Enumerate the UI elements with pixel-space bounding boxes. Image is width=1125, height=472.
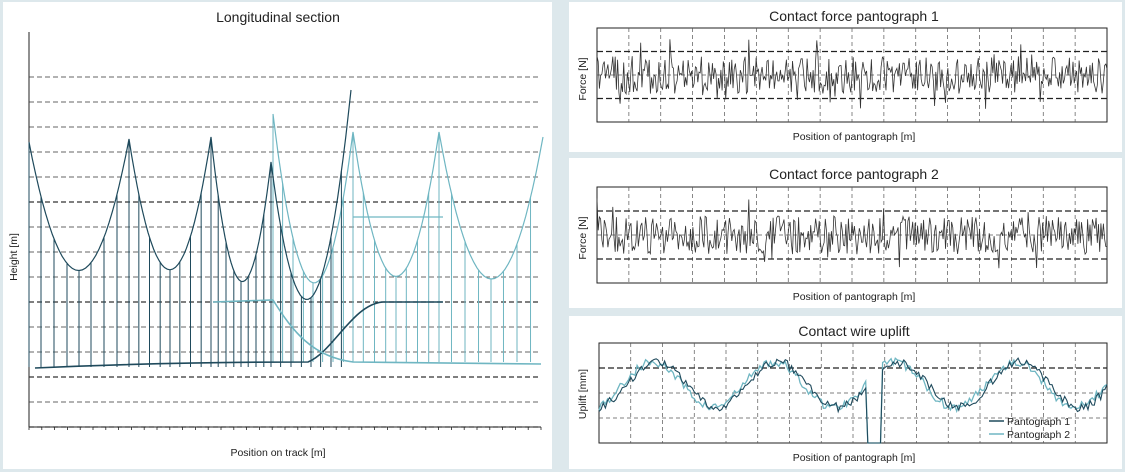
plot-area [596,39,1108,109]
x-axis-label: Position on track [m] [230,447,325,459]
x-axis-label: Position of pantograph [m] [793,452,916,464]
chart-title: Contact force pantograph 1 [769,8,939,24]
force-series-line [596,39,1108,109]
legend: Pantograph 1 Pantograph 2 [989,416,1070,441]
uplift-series-pantograph-1 [598,357,1108,444]
plot-area [28,89,544,369]
legend-label-pantograph-1: Pantograph 1 [1007,416,1070,428]
x-axis-label: Position of pantograph [m] [793,291,916,303]
grid [596,186,1108,284]
longitudinal-section-chart: Longitudinal section Position on track [… [8,9,544,459]
y-axis-label: Uplift [mm] [577,369,589,419]
chart-title: Contact wire uplift [798,323,909,339]
contact-force-2-chart: Contact force pantograph 2 Position of p… [577,166,1108,303]
chart-title: Contact force pantograph 2 [769,166,939,182]
light-contact-wire [212,299,542,365]
contact-force-1-chart: Contact force pantograph 1 Position of p… [577,8,1108,143]
contact-force-2-panel: Contact force pantograph 2 Position of p… [569,158,1122,308]
contact-wire-uplift-chart: Contact wire uplift Pantograph 1 Pantogr… [577,323,1108,464]
x-axis-label: Position of pantograph [m] [793,131,916,143]
light-catenary [272,113,544,284]
dark-catenary [28,89,352,301]
legend-label-pantograph-2: Pantograph 2 [1007,429,1070,441]
grid [598,342,1108,444]
y-axis-label: Force [N] [577,216,589,259]
plot-area [596,198,1107,269]
y-axis-label: Force [N] [577,57,589,100]
dark-contact-wire [34,301,443,369]
y-axis-label: Height [m] [8,233,20,281]
grid [28,32,542,430]
longitudinal-section-panel: Longitudinal section Position on track [… [3,2,552,469]
contact-wire-uplift-panel: Contact wire uplift Pantograph 1 Pantogr… [569,316,1122,469]
force-series-line [596,198,1107,269]
chart-title: Longitudinal section [216,9,340,25]
contact-force-1-panel: Contact force pantograph 1 Position of p… [569,2,1122,152]
plot-area [598,357,1108,444]
